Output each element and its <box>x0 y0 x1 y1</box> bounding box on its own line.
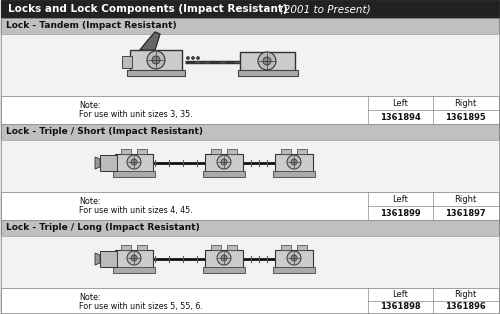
Text: (2001 to Present): (2001 to Present) <box>270 4 370 14</box>
Text: Left: Left <box>392 194 408 203</box>
Bar <box>297 245 307 250</box>
Bar <box>113 267 155 273</box>
Bar <box>273 267 315 273</box>
Text: Right: Right <box>454 194 476 203</box>
Bar <box>238 70 298 76</box>
Circle shape <box>217 155 231 169</box>
Circle shape <box>221 255 227 261</box>
Bar <box>275 154 313 172</box>
Bar <box>122 56 132 68</box>
Circle shape <box>217 251 231 265</box>
Circle shape <box>287 155 301 169</box>
Circle shape <box>152 56 160 64</box>
Bar <box>1 192 499 220</box>
Bar <box>227 245 237 250</box>
Bar <box>240 52 295 72</box>
Text: Left: Left <box>392 99 408 107</box>
Polygon shape <box>140 32 160 50</box>
Bar <box>297 149 307 154</box>
Text: Lock - Tandem (Impact Resistant): Lock - Tandem (Impact Resistant) <box>6 21 176 30</box>
Bar <box>1 220 499 236</box>
Text: Lock - Triple / Short (Impact Resistant): Lock - Triple / Short (Impact Resistant) <box>6 127 203 137</box>
Bar <box>1 34 499 96</box>
Bar <box>273 171 315 177</box>
Text: 1361899: 1361899 <box>380 208 421 218</box>
Bar <box>1 96 499 124</box>
Circle shape <box>291 255 297 261</box>
Bar <box>1 288 499 313</box>
Bar <box>100 251 117 267</box>
Bar <box>113 171 155 177</box>
Bar <box>130 50 182 72</box>
Text: Right: Right <box>454 99 476 107</box>
Text: Lock - Triple / Long (Impact Resistant): Lock - Triple / Long (Impact Resistant) <box>6 224 200 232</box>
Bar <box>203 267 245 273</box>
Bar <box>203 171 245 177</box>
Circle shape <box>291 159 297 165</box>
Circle shape <box>221 159 227 165</box>
Circle shape <box>147 51 165 69</box>
Bar <box>205 154 243 172</box>
Circle shape <box>127 155 141 169</box>
Text: 1361894: 1361894 <box>380 112 421 122</box>
Text: Locks and Lock Components (Impact Resistant): Locks and Lock Components (Impact Resist… <box>8 4 287 14</box>
Bar <box>1 236 499 288</box>
Text: 1361898: 1361898 <box>380 302 421 311</box>
Bar <box>281 245 291 250</box>
Circle shape <box>263 57 271 65</box>
Circle shape <box>131 159 137 165</box>
Text: Note:: Note: <box>79 197 100 206</box>
Bar <box>227 149 237 154</box>
Bar <box>281 149 291 154</box>
Bar <box>1 140 499 192</box>
Text: 1361896: 1361896 <box>445 302 486 311</box>
Bar <box>211 245 221 250</box>
Text: For use with unit sizes 5, 55, 6.: For use with unit sizes 5, 55, 6. <box>79 302 203 311</box>
Text: 1361895: 1361895 <box>445 112 486 122</box>
Bar <box>205 250 243 268</box>
Bar <box>211 149 221 154</box>
Circle shape <box>258 52 276 70</box>
Circle shape <box>196 57 200 59</box>
Circle shape <box>287 251 301 265</box>
Text: For use with unit sizes 4, 45.: For use with unit sizes 4, 45. <box>79 206 193 215</box>
Bar <box>1 0 499 18</box>
Bar <box>115 250 153 268</box>
Bar <box>121 149 131 154</box>
Text: 1361897: 1361897 <box>445 208 486 218</box>
Circle shape <box>186 57 190 59</box>
Bar <box>100 155 117 171</box>
Bar <box>137 149 147 154</box>
Bar <box>1 124 499 140</box>
Text: Left: Left <box>392 290 408 299</box>
Bar <box>137 245 147 250</box>
Text: Right: Right <box>454 290 476 299</box>
Text: Note:: Note: <box>79 101 100 110</box>
Bar <box>127 70 185 76</box>
Bar <box>275 250 313 268</box>
Circle shape <box>192 57 194 59</box>
Circle shape <box>127 251 141 265</box>
Text: For use with unit sizes 3, 35.: For use with unit sizes 3, 35. <box>79 110 193 119</box>
Text: Note:: Note: <box>79 293 100 302</box>
Bar <box>1 18 499 34</box>
Polygon shape <box>95 157 100 169</box>
Bar <box>121 245 131 250</box>
Circle shape <box>131 255 137 261</box>
Polygon shape <box>95 253 100 265</box>
Bar <box>115 154 153 172</box>
